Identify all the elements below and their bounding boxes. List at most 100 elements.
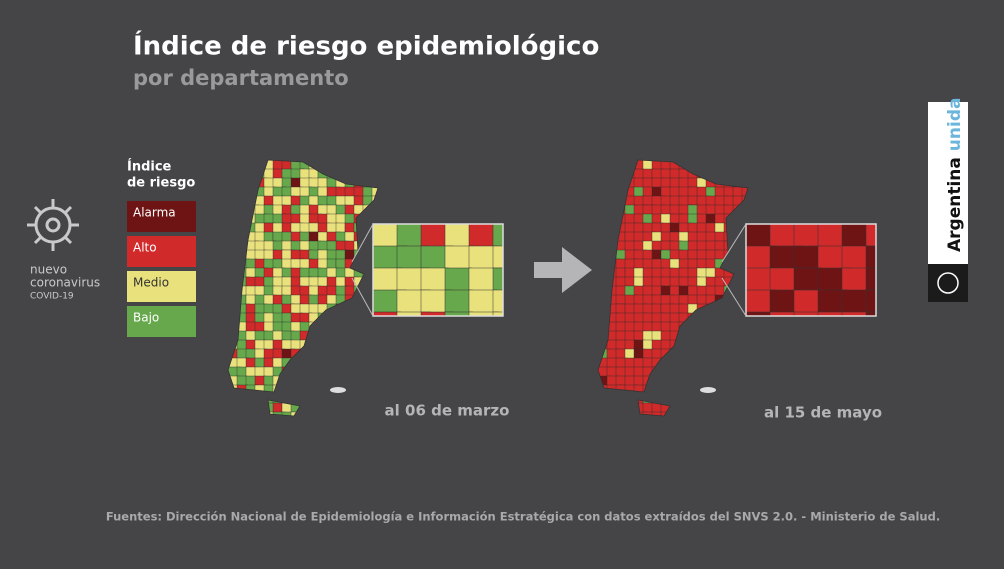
legend-label: Alto [133, 241, 157, 255]
zoom-frame [745, 223, 877, 317]
department [615, 375, 626, 386]
department [299, 267, 310, 279]
department [272, 231, 284, 243]
legend-title: Índice [127, 159, 172, 175]
department [741, 186, 748, 197]
zoom-area [444, 311, 473, 316]
legend-label: Medio [133, 276, 169, 290]
department [281, 411, 295, 416]
zoom-area [492, 311, 503, 316]
department [272, 240, 284, 252]
zoom-area [420, 267, 449, 293]
emblem-icon [937, 272, 959, 294]
department [651, 411, 662, 416]
department [281, 177, 293, 189]
zoom-area [817, 245, 845, 271]
legend-label: Alarma [133, 206, 176, 220]
zoom-area [793, 289, 822, 316]
zoom-area [420, 224, 449, 249]
zoom-area [492, 224, 503, 249]
zoom-area [746, 311, 777, 316]
zoom-area [865, 311, 876, 316]
department [317, 276, 329, 288]
department [624, 312, 635, 323]
department [308, 222, 320, 233]
source: Fuentes: Dirección Nacional de Epidemiol… [106, 510, 940, 524]
zoom-line [721, 223, 747, 263]
arrow [534, 247, 592, 293]
zoom-area [492, 245, 503, 273]
zoom-area [769, 311, 797, 316]
department [660, 312, 671, 323]
zoom-area [841, 311, 873, 316]
legend-swatch [127, 236, 196, 267]
map-date: al 15 de mayo [764, 404, 882, 422]
department [326, 204, 338, 215]
brand-emblem [928, 264, 968, 302]
zoom-line [351, 277, 374, 317]
zoom-area [865, 267, 876, 294]
department [705, 186, 717, 198]
department [651, 213, 662, 224]
map-date: al 06 de marzo [385, 402, 510, 420]
legend-swatch [127, 201, 196, 232]
department [308, 258, 319, 269]
zoom-area [793, 311, 821, 316]
department [344, 231, 355, 243]
department [642, 240, 653, 251]
department [642, 357, 653, 368]
department [615, 294, 626, 305]
department [669, 258, 680, 270]
zoom-area [373, 311, 401, 316]
zoom-area [865, 245, 876, 273]
department [615, 312, 626, 323]
department [263, 312, 274, 324]
department [696, 231, 708, 243]
zoom-area [468, 311, 500, 316]
department [245, 339, 256, 351]
department [254, 321, 265, 333]
department [660, 285, 672, 296]
department [317, 231, 328, 242]
zoom-line [721, 277, 747, 317]
legend-title: de riesgo [127, 176, 195, 191]
zoom-area [793, 245, 822, 272]
zoom-area [865, 224, 876, 252]
department [263, 213, 274, 224]
department [696, 258, 707, 270]
brand-slogan: unida [945, 98, 965, 152]
subtitle: por departamento [133, 66, 349, 90]
zoom-frame [372, 223, 504, 317]
department [723, 186, 734, 198]
department [326, 213, 338, 224]
zoom-area [468, 289, 497, 316]
department [687, 240, 698, 252]
department [651, 231, 663, 243]
department [245, 321, 256, 332]
department [281, 258, 292, 270]
department [353, 195, 364, 207]
zoom-area [396, 311, 432, 316]
zoom-area [420, 311, 454, 316]
title: Índice de riesgo epidemiológico [133, 30, 599, 62]
virus-icon [27, 199, 79, 251]
zoom-area [865, 289, 876, 316]
zoom-line [351, 223, 374, 263]
department [642, 330, 654, 341]
brand-text: Argentina unida [945, 98, 965, 252]
department [651, 294, 663, 306]
legend-swatch [127, 271, 196, 302]
zoom-area [444, 289, 473, 316]
department [669, 222, 680, 233]
department [245, 303, 256, 314]
brand-country: Argentina [945, 157, 965, 252]
falklands [330, 387, 346, 393]
department [263, 195, 275, 206]
department [335, 276, 346, 288]
department [642, 411, 654, 416]
department [272, 411, 286, 416]
virus-text: COVID-19 [30, 292, 74, 302]
zoom-area [492, 289, 503, 316]
department [317, 294, 328, 306]
